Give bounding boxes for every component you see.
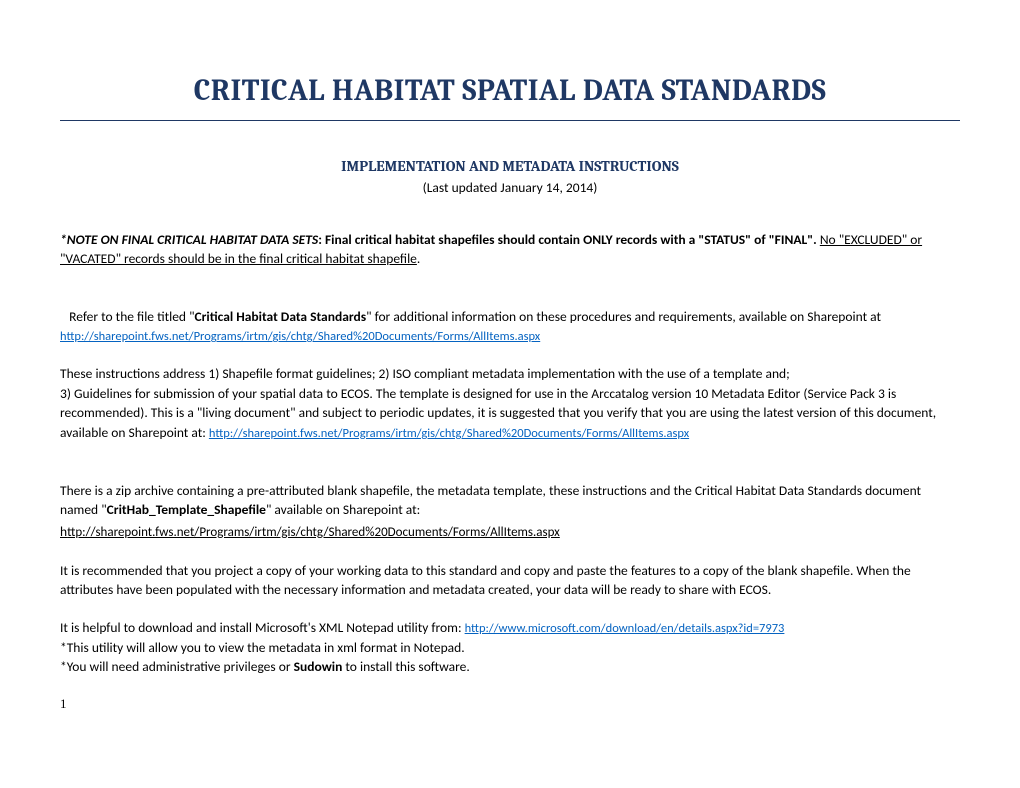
page-number: 1 [60, 695, 960, 713]
sharepoint-link-3[interactable]: ttp://sharepoint.fws.net/Programs/irtm/g… [67, 525, 560, 540]
zip-text-2: " available on Sharepoint at: [266, 501, 420, 518]
note-label: *NOTE ON FINAL CRITICAL HABITAT DATA SET… [60, 231, 318, 248]
sharepoint-link-1[interactable]: http://sharepoint.fws.net/Programs/irtm/… [60, 329, 540, 344]
zip-link-line: http://sharepoint.fws.net/Programs/irtm/… [60, 522, 960, 543]
zip-bold: CritHab_Template_Shapefile [107, 501, 266, 518]
note-text-3: . [417, 250, 420, 267]
sudowin-bold: Sudowin [294, 658, 343, 675]
recommend-paragraph: It is recommended that you project a cop… [60, 561, 960, 600]
xml-text-3a: *You will need administrative privileges… [60, 658, 294, 675]
xml-text-2: *This utility will allow you to view the… [60, 639, 465, 656]
note-paragraph: *NOTE ON FINAL CRITICAL HABITAT DATA SET… [60, 230, 960, 269]
note-text-1: : Final critical habitat shapefiles shou… [318, 231, 820, 248]
refer-text-2: " for additional information on these pr… [366, 308, 881, 325]
instructions-text-1: These instructions address 1) Shapefile … [60, 365, 790, 382]
sharepoint-link-2[interactable]: http://sharepoint.fws.net/Programs/irtm/… [209, 426, 689, 441]
refer-bold: Critical Habitat Data Standards [194, 308, 366, 325]
refer-text-1: Refer to the file titled " [60, 308, 194, 325]
xml-text-1: It is helpful to download and install Mi… [60, 619, 465, 636]
document-title: CRITICAL HABITAT SPATIAL DATA STANDARDS [60, 70, 960, 121]
document-subtitle: IMPLEMENTATION AND METADATA INSTRUCTIONS [60, 156, 960, 177]
instructions-paragraph: These instructions address 1) Shapefile … [60, 364, 960, 443]
xml-text-3b: to install this software. [342, 658, 469, 675]
zip-archive-paragraph: There is a zip archive containing a pre-… [60, 481, 960, 520]
last-updated-text: (Last updated January 14, 2014) [60, 179, 960, 198]
xml-notepad-paragraph: It is helpful to download and install Mi… [60, 618, 960, 677]
refer-paragraph: Refer to the file titled "Critical Habit… [60, 307, 960, 347]
microsoft-link[interactable]: http://www.microsoft.com/download/en/det… [465, 621, 785, 636]
